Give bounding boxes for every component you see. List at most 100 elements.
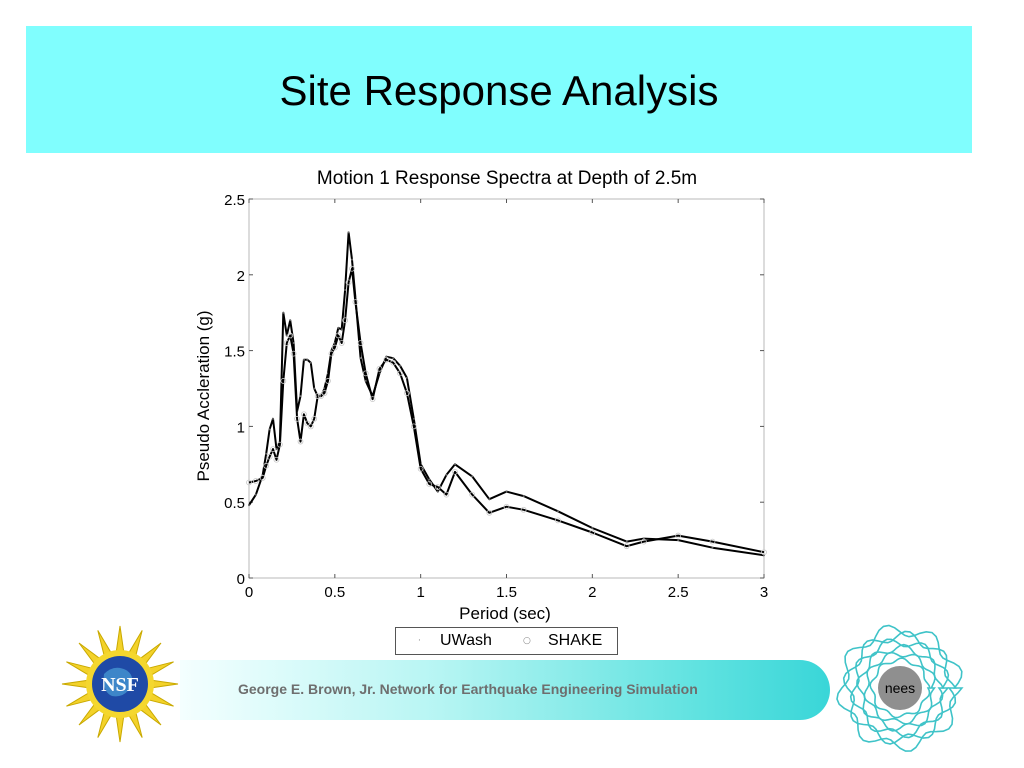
title-band: Site Response Analysis <box>26 26 972 153</box>
data-point-uwash <box>399 364 402 367</box>
data-point-shake <box>338 340 345 346</box>
footer-text: George E. Brown, Jr. Network for Earthqu… <box>238 681 698 697</box>
y-axis-label: Pseudo Accleration (g) <box>194 310 213 481</box>
chart-title: Motion 1 Response Spectra at Depth of 2.… <box>317 168 697 189</box>
data-point-shake <box>246 479 252 486</box>
y-axis-ticks: 0 0.5 1 1.5 2 2.5 <box>224 192 764 588</box>
data-point-shake <box>426 481 433 487</box>
data-point-uwash <box>351 258 353 261</box>
data-point-shake <box>443 491 450 498</box>
data-point-shake <box>304 420 311 427</box>
data-point-shake <box>321 390 328 396</box>
data-point-uwash <box>285 334 288 337</box>
data-point-shake <box>276 441 283 448</box>
nees-ring <box>869 657 931 719</box>
data-point-uwash <box>557 510 559 513</box>
data-point-shake <box>342 317 349 324</box>
data-point-shake <box>307 423 314 430</box>
data-point-shake <box>383 356 390 363</box>
y-tick-label: 0 <box>237 571 245 588</box>
data-point-shake <box>287 332 294 339</box>
slide-title: Site Response Analysis <box>279 67 719 114</box>
x-tick-label: 0 <box>245 584 253 601</box>
nees-ring <box>863 651 936 725</box>
data-point-shake <box>404 390 410 396</box>
data-point-shake <box>266 453 273 460</box>
data-point-shake <box>369 396 376 403</box>
data-point-uwash <box>522 495 525 498</box>
footer-band: George E. Brown, Jr. Network for Earthqu… <box>180 660 830 720</box>
data-point-uwash <box>359 357 362 360</box>
data-point-shake <box>352 299 359 305</box>
data-point-uwash <box>454 463 456 466</box>
y-tick-label: 2 <box>237 268 245 285</box>
data-point-shake <box>297 438 304 445</box>
x-axis-ticks: 0 0.5 1 1.5 2 2.5 3 <box>245 199 768 601</box>
data-point-shake <box>640 538 647 545</box>
data-point-shake <box>325 378 331 384</box>
nsf-ray <box>61 679 89 689</box>
data-point-uwash <box>289 319 292 322</box>
data-point-uwash <box>299 395 302 398</box>
data-point-shake <box>318 393 325 399</box>
data-point-shake <box>283 340 290 346</box>
data-point-shake <box>294 415 300 422</box>
nsf-logo-label: NSF <box>101 674 139 696</box>
data-point-uwash <box>711 546 714 549</box>
data-point-shake <box>362 370 369 377</box>
series-layer <box>246 231 767 557</box>
data-point-shake <box>709 538 716 545</box>
shake-marker-icon: ○ <box>523 636 531 646</box>
nees-logo-label: nees <box>885 680 915 696</box>
nees-ring <box>842 630 958 745</box>
data-point-uwash <box>292 342 295 345</box>
data-point-uwash <box>347 231 350 234</box>
data-point-shake <box>335 332 342 339</box>
x-tick-label: 2.5 <box>668 584 689 601</box>
plot-area <box>248 198 765 579</box>
data-point-shake <box>555 517 561 524</box>
y-tick-label: 0.5 <box>224 495 245 512</box>
data-point-shake <box>290 350 297 357</box>
data-point-shake <box>357 340 364 346</box>
data-point-uwash <box>282 311 285 314</box>
data-point-shake <box>263 462 270 469</box>
data-point-uwash <box>428 478 431 481</box>
nsf-ray <box>151 679 179 689</box>
data-point-uwash <box>344 288 347 291</box>
data-point-shake <box>259 475 266 481</box>
data-point-shake <box>252 478 259 484</box>
x-tick-label: 2 <box>588 584 596 601</box>
data-point-shake <box>589 529 596 536</box>
data-point-uwash <box>505 490 508 493</box>
x-tick-label: 3 <box>760 584 768 601</box>
data-point-shake <box>273 456 280 463</box>
data-point-shake <box>417 465 424 472</box>
data-point-uwash <box>591 526 594 529</box>
data-point-shake <box>452 468 458 475</box>
uwash-marker-icon: · <box>418 636 421 646</box>
nsf-ray <box>115 715 125 743</box>
data-point-uwash <box>625 540 628 543</box>
data-point-shake <box>434 484 441 490</box>
data-point-shake <box>486 509 493 516</box>
data-point-shake <box>311 415 318 422</box>
data-point-uwash <box>445 473 448 476</box>
data-point-shake <box>390 359 397 366</box>
data-point-shake <box>270 446 276 453</box>
response-spectra-chart: Motion 1 Response Spectra at Depth of 2.… <box>194 168 768 623</box>
data-point-uwash <box>309 361 312 364</box>
series-line-shake <box>248 267 765 554</box>
data-point-shake <box>301 411 307 418</box>
data-point-uwash <box>272 417 275 420</box>
x-tick-label: 0.5 <box>324 584 345 601</box>
x-axis-label: Period (sec) <box>459 604 551 623</box>
data-point-uwash <box>313 387 316 390</box>
legend-item-shake: SHAKE <box>548 632 603 649</box>
data-point-uwash <box>436 490 439 493</box>
data-point-uwash <box>306 358 309 361</box>
data-point-uwash <box>337 326 340 329</box>
data-point-uwash <box>275 448 278 451</box>
data-point-uwash <box>471 475 474 478</box>
data-point-shake <box>280 378 287 384</box>
